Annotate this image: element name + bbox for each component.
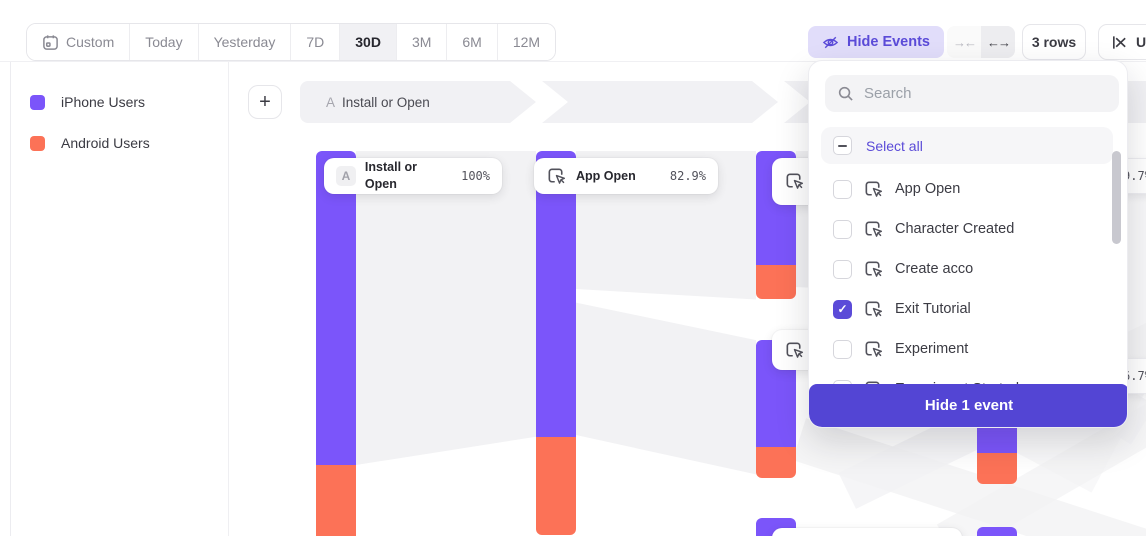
date-range-today[interactable]: Today: [130, 24, 199, 60]
date-range-30d-active[interactable]: 30D: [340, 24, 397, 60]
bar-appopen-iphone[interactable]: [536, 151, 576, 437]
search-input[interactable]: [864, 85, 1084, 102]
event-icon: [784, 171, 805, 192]
conversion-value: 82.9%: [669, 169, 706, 183]
hide-events-button[interactable]: Hide Events: [808, 26, 944, 58]
hide-events-dropdown: Select all App Open Character Created Cr…: [808, 60, 1128, 428]
node-card-install-or-open[interactable]: A Install or Open 100%: [324, 158, 502, 194]
flow-ribbon: [356, 151, 536, 465]
panel-left-border: [10, 0, 11, 536]
dropdown-item-app-open[interactable]: App Open: [821, 169, 1113, 209]
node-card-app-open[interactable]: App Open 82.9%: [534, 158, 718, 194]
legend-item-iphone[interactable]: iPhone Users: [30, 94, 145, 110]
search-box[interactable]: [825, 75, 1119, 112]
item-checkbox-checked[interactable]: [833, 299, 852, 319]
item-checkbox[interactable]: [833, 339, 852, 359]
event-icon: [546, 166, 567, 187]
flow-ribbon: [576, 302, 756, 475]
dropdown-item-character-created[interactable]: Character Created: [821, 209, 1113, 249]
dropdown-item-exit-tutorial[interactable]: Exit Tutorial: [821, 289, 1113, 329]
bar-appopen-android[interactable]: [536, 437, 576, 535]
funnel-chart-icon: [1113, 35, 1126, 49]
bar-col3-node2-android[interactable]: [756, 447, 796, 478]
event-icon: [863, 219, 884, 240]
funnel-step-crumb-1[interactable]: A Install or Open: [300, 81, 536, 123]
conversion-value: 6.7%: [1123, 369, 1146, 383]
arrows-inward-icon: →←: [953, 34, 977, 50]
collapse-columns-button[interactable]: →←: [947, 26, 981, 58]
step-badge: A: [326, 94, 336, 110]
select-all-checkbox[interactable]: [833, 136, 852, 155]
chart-type-button[interactable]: U: [1098, 24, 1146, 60]
legend-item-android[interactable]: Android Users: [30, 135, 150, 151]
date-range-6m[interactable]: 6M: [447, 24, 498, 60]
hide-1-event-button[interactable]: Hide 1 event: [809, 384, 1127, 427]
date-range-12m[interactable]: 12M: [497, 24, 556, 60]
dropdown-item-create-acco[interactable]: Create acco: [821, 249, 1113, 289]
legend-divider: [228, 62, 229, 536]
node-card-col3-node3[interactable]: [772, 528, 962, 536]
bar-col4-node3-iphone[interactable]: [977, 527, 1017, 536]
dropdown-item-experiment[interactable]: Experiment: [821, 329, 1113, 369]
plus-icon: +: [259, 90, 271, 113]
date-range-label: Custom: [66, 34, 115, 50]
add-step-button[interactable]: +: [248, 85, 282, 119]
item-checkbox[interactable]: [833, 259, 852, 279]
hide-events-label: Hide Events: [847, 34, 930, 50]
date-range-3m[interactable]: 3M: [396, 24, 448, 60]
bar-col4-node2-android[interactable]: [977, 453, 1017, 484]
top-toolbar: Custom Today Yesterday 7D 30D 3M 6M 12M …: [0, 0, 1146, 62]
calendar-icon: [43, 34, 58, 50]
step-label: Install or Open: [342, 94, 430, 110]
rows-count-button[interactable]: 3 rows: [1022, 24, 1086, 60]
step-a-badge: A: [336, 166, 356, 186]
item-checkbox[interactable]: [833, 179, 852, 199]
iphone-users-swatch: [30, 94, 45, 110]
date-range-7d[interactable]: 7D: [291, 24, 341, 60]
bar-col3-node1-android[interactable]: [756, 265, 796, 299]
event-icon: [863, 299, 884, 320]
dropdown-scrollbar[interactable]: [1112, 151, 1121, 244]
funnel-step-crumb-2[interactable]: [542, 81, 778, 123]
eye-off-icon: [822, 36, 839, 48]
event-icon: [863, 179, 884, 200]
date-range-control: Custom Today Yesterday 7D 30D 3M 6M 12M: [26, 23, 557, 61]
android-users-label: Android Users: [61, 135, 150, 151]
arrows-outward-icon: ←→: [987, 34, 1011, 50]
android-users-swatch: [30, 135, 45, 151]
search-icon: [838, 86, 853, 101]
bar-install-iphone[interactable]: [316, 151, 356, 465]
expand-columns-button[interactable]: ←→: [981, 26, 1015, 58]
event-icon: [863, 259, 884, 280]
event-icon: [863, 339, 884, 360]
collapse-expand-control: →← ←→: [947, 26, 1015, 58]
select-all-row[interactable]: Select all: [821, 127, 1113, 164]
date-range-custom[interactable]: Custom: [27, 24, 131, 60]
event-icon: [784, 340, 805, 361]
conversion-value: 100%: [461, 169, 490, 183]
iphone-users-label: iPhone Users: [61, 94, 146, 110]
date-range-yesterday[interactable]: Yesterday: [198, 24, 292, 60]
item-checkbox[interactable]: [833, 219, 852, 239]
bar-install-android[interactable]: [316, 465, 356, 536]
bar-col4-node2-iphone[interactable]: [977, 427, 1017, 453]
conversion-value: 9.7%: [1123, 169, 1146, 183]
